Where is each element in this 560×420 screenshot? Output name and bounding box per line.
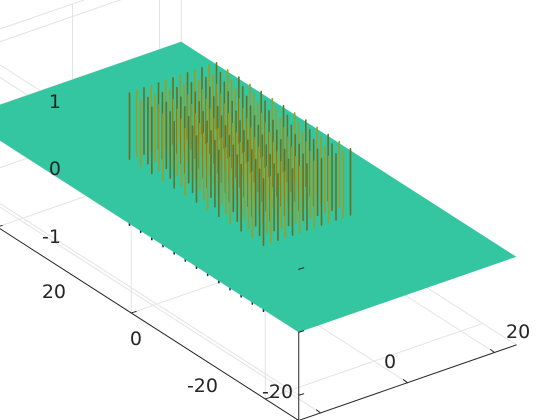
x-tick-1 [403,379,408,384]
z-tick-2 [298,267,305,270]
x-tick-label-neg20: -20 [262,381,293,403]
positive-spikes [128,61,352,246]
grid-top-back [0,0,86,30]
y-tick-label-0: 0 [130,328,142,350]
z-tick-label-neg1: -1 [42,226,61,248]
x-tick-0 [316,409,321,414]
x-tick-label-0: 0 [384,351,396,373]
z-tick-1 [298,330,305,333]
y-tick-label-20: 20 [42,281,66,303]
z-tick-label-1: 1 [49,91,61,113]
y-tick-label-neg20: -20 [187,375,218,397]
grid-floor-y-0 [264,322,484,400]
x-tick-label-20: 20 [506,321,530,343]
tick-marks [0,224,495,414]
y-tick-2 [0,224,3,227]
x-tick-2 [490,349,495,353]
z-tick-label-0: 0 [49,158,61,180]
y-tick-0 [264,396,271,400]
z-tick-0 [298,393,305,396]
grid-back-z-2 [0,0,122,43]
y-tick-1 [130,310,137,314]
